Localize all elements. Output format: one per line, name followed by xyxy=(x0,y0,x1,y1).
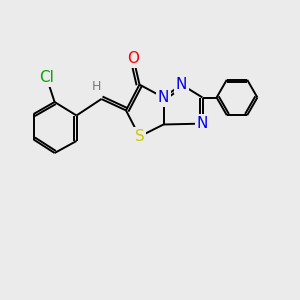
Text: N: N xyxy=(176,77,187,92)
Text: N: N xyxy=(197,116,208,131)
Text: O: O xyxy=(128,51,140,66)
Text: Cl: Cl xyxy=(39,70,54,85)
Text: N: N xyxy=(158,90,169,105)
Text: S: S xyxy=(135,129,144,144)
Text: H: H xyxy=(91,80,101,94)
